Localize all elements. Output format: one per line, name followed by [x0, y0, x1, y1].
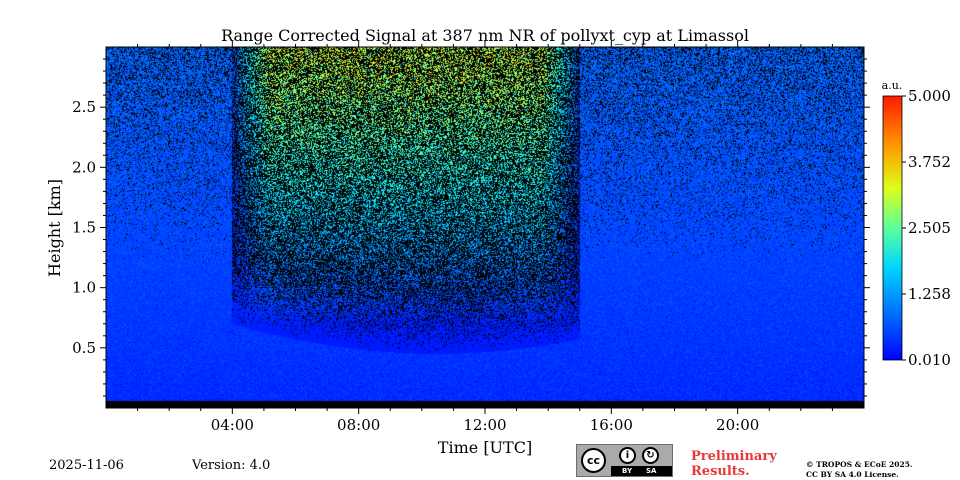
- x-tick-label: 16:00: [590, 416, 633, 434]
- footer-version: Version: 4.0: [192, 458, 271, 473]
- cc-license-badge: cc i ↻ BY SA: [576, 444, 673, 477]
- cc-icon: cc: [581, 448, 606, 473]
- y-axis-label: Height [km]: [45, 179, 64, 277]
- x-axis-label: Time [UTC]: [438, 438, 532, 457]
- chart-title: Range Corrected Signal at 387 nm NR of p…: [221, 26, 749, 45]
- preliminary-line-2: Results.: [691, 464, 750, 479]
- y-tick-label: 2.0: [72, 158, 96, 176]
- person-icon: i: [619, 447, 636, 464]
- x-tick-label: 08:00: [337, 416, 380, 434]
- colorbar-unit: a.u.: [882, 79, 903, 92]
- colorbar: [882, 95, 903, 361]
- copyright-line-2: CC BY SA 4.0 License.: [806, 470, 899, 479]
- heatmap-image: [106, 47, 864, 408]
- y-ticks: 0.5 1.0 1.5 2.0 2.5: [72, 58, 870, 397]
- colorbar-ticks: 0.010 1.258 2.505 3.752 5.000: [902, 87, 951, 369]
- colorbar-tick-label: 1.258: [908, 285, 951, 303]
- colorbar-tick-label: 3.752: [908, 153, 951, 171]
- copyright-notice: © TROPOS & ECoE 2025. CC BY SA 4.0 Licen…: [806, 460, 913, 480]
- license-strip: BY SA: [611, 466, 672, 476]
- colorbar-tick-label: 2.505: [908, 219, 951, 237]
- colorbar-tick-label: 5.000: [908, 87, 951, 105]
- y-tick-label: 1.5: [72, 219, 96, 237]
- y-tick-label: 0.5: [72, 339, 96, 357]
- x-tick-label: 04:00: [211, 416, 254, 434]
- copyright-line-1: © TROPOS & ECoE 2025.: [806, 460, 913, 469]
- preliminary-notice: Preliminary Results.: [691, 449, 777, 479]
- y-tick-label: 2.5: [72, 98, 96, 116]
- footer-date: 2025-11-06: [49, 458, 124, 473]
- preliminary-line-1: Preliminary: [691, 449, 777, 464]
- y-tick-label: 1.0: [72, 279, 96, 297]
- by-label: BY: [622, 467, 633, 475]
- colorbar-tick-label: 0.010: [908, 351, 951, 369]
- share-alike-icon: ↻: [642, 447, 659, 464]
- x-tick-label: 12:00: [463, 416, 506, 434]
- x-ticks: 04:00 08:00 12:00 16:00 20:00: [137, 41, 833, 434]
- x-tick-label: 20:00: [716, 416, 759, 434]
- sa-label: SA: [646, 467, 657, 475]
